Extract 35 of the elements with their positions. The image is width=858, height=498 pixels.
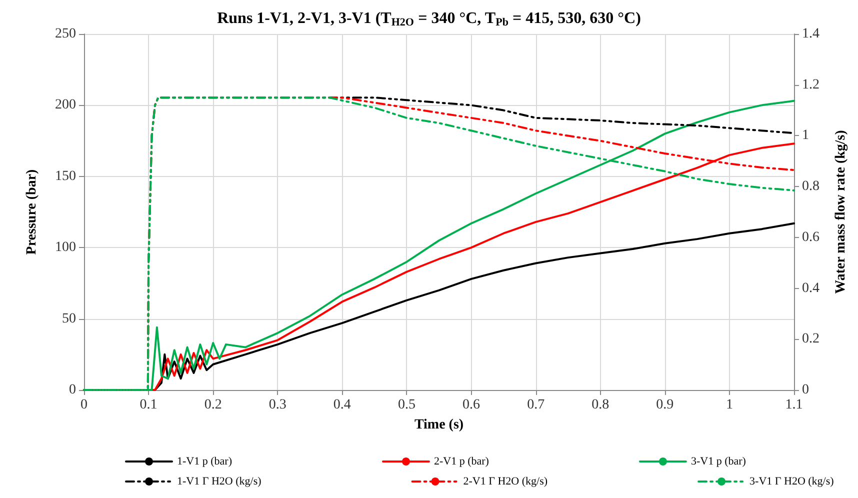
x-tick-label: 0 bbox=[80, 398, 88, 412]
y2-axis-title: Water mass flow rate (kg/s) bbox=[834, 130, 848, 294]
y-tick-label: 150 bbox=[55, 168, 76, 184]
y-tick-label: 200 bbox=[55, 98, 76, 113]
x-tick-label: 0.4 bbox=[333, 398, 351, 412]
x-axis-title: Time (s) bbox=[414, 418, 464, 432]
legend-label: 3-V1 p (bar) bbox=[690, 456, 746, 468]
x-tick-label: 0.6 bbox=[462, 398, 480, 412]
x-tick-label: 0.3 bbox=[268, 398, 286, 412]
y2-tick-label: 0 bbox=[802, 382, 809, 398]
y-tick-label: 250 bbox=[55, 26, 76, 42]
x-tick-label: 1 bbox=[726, 398, 733, 412]
y2-tick-label: 0.8 bbox=[802, 179, 820, 194]
legend-label: 2-V1 p (bar) bbox=[434, 456, 490, 468]
x-tick-label: 0.2 bbox=[204, 398, 222, 412]
y2-tick-label: 0.2 bbox=[802, 332, 820, 347]
y-tick-label: 0 bbox=[69, 382, 76, 398]
x-tick-label: 1.1 bbox=[785, 398, 803, 412]
y-tick-label: 100 bbox=[55, 240, 76, 256]
x-tick-label: 0.8 bbox=[592, 398, 610, 412]
y-axis-title: Pressure (bar) bbox=[24, 168, 40, 255]
y2-tick-label: 1.2 bbox=[802, 77, 820, 92]
x-tick-label: 0.5 bbox=[398, 398, 416, 412]
legend-label: 1-V1 p (bar) bbox=[177, 456, 232, 468]
y2-tick-label: 1 bbox=[802, 128, 809, 144]
y2-tick-label: 0.6 bbox=[802, 230, 820, 245]
x-tick-label: 0.9 bbox=[656, 398, 674, 412]
legend-label: 1-V1 Γ H2O (kg/s) bbox=[177, 476, 262, 488]
legend-label: 3-V1 Γ H2O (kg/s) bbox=[750, 476, 834, 488]
y-tick-label: 50 bbox=[62, 311, 76, 326]
legend-label: 2-V1 Γ H2O (kg/s) bbox=[463, 476, 548, 488]
y2-tick-label: 0.4 bbox=[802, 280, 820, 296]
x-tick-label: 0.1 bbox=[140, 398, 158, 412]
y2-tick-label: 1.4 bbox=[802, 26, 820, 42]
x-tick-label: 0.7 bbox=[527, 398, 545, 412]
